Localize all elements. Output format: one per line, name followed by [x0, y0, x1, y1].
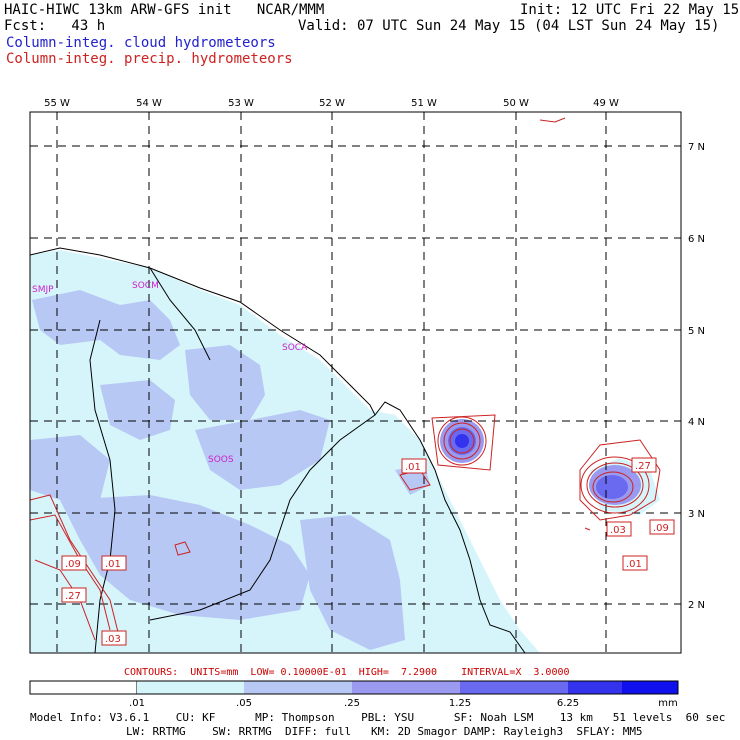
valid-time: Valid: 07 UTC Sun 24 May 15 (04 LST Sun …	[298, 18, 720, 34]
contour-label: .09	[65, 559, 81, 570]
contour-label: .09	[653, 523, 669, 534]
contour-label: .27	[65, 591, 81, 602]
station-label: SOOS	[208, 455, 234, 465]
lon-label: 55 W	[44, 98, 70, 109]
colorbar-tick: 1.25	[449, 698, 471, 709]
contour-label: .03	[610, 525, 626, 536]
colorbar-tick: .25	[344, 698, 360, 709]
lat-label: 7 N	[688, 142, 705, 153]
colorbar-tick: .01	[129, 698, 145, 709]
station-labels: SMJP SOCM SOCA SOOS	[32, 281, 308, 465]
graticule	[30, 112, 681, 653]
colorbar-units: mm	[658, 698, 677, 709]
contour-label: .27	[635, 461, 651, 472]
lon-label: 52 W	[319, 98, 345, 109]
lat-label: 2 N	[688, 600, 705, 611]
lon-label: 53 W	[228, 98, 254, 109]
colorbar-ticks: .01 .05 .25 1.25 6.25 mm	[129, 698, 678, 709]
longitude-labels: 55 W 54 W 53 W 52 W 51 W 50 W 49 W	[44, 98, 619, 109]
lon-label: 51 W	[411, 98, 437, 109]
contour-label: .03	[105, 634, 121, 645]
contour-label: .01	[405, 462, 421, 473]
lon-label: 50 W	[503, 98, 529, 109]
contour-info: CONTOURS: UNITS=mm LOW= 0.10000E-01 HIGH…	[124, 667, 570, 678]
precip-legend: Column-integ. precip. hydrometeors	[6, 51, 293, 67]
title: HAIC-HIWC 13km ARW-GFS init NCAR/MMM	[4, 2, 325, 18]
contour-value-labels: .01 .27 .03 .09 .01 .09 .01 .27 .03	[61, 457, 675, 646]
lat-label: 4 N	[688, 417, 705, 428]
lat-label: 6 N	[688, 234, 705, 245]
lat-label: 3 N	[688, 509, 705, 520]
lon-label: 54 W	[136, 98, 162, 109]
map-frame	[29, 111, 682, 654]
colorbar-tick: 6.25	[557, 698, 579, 709]
init-time: Init: 12 UTC Fri 22 May 15	[520, 2, 740, 18]
contour-label: .01	[105, 559, 121, 570]
model-info-line1: Model Info: V3.6.1 CU: KF MP: Thompson P…	[30, 711, 726, 724]
forecast-hour: Fcst: 43 h	[4, 18, 106, 34]
lon-label: 49 W	[593, 98, 619, 109]
cloud-legend: Column-integ. cloud hydrometeors	[6, 35, 276, 51]
colorbar-tick: .05	[236, 698, 252, 709]
coastline	[30, 247, 526, 653]
station-label: SMJP	[32, 285, 54, 295]
station-label: SOCM	[132, 281, 159, 291]
station-label: SOCA	[282, 343, 308, 353]
latitude-labels: 7 N 6 N 5 N 4 N 3 N 2 N	[688, 142, 705, 611]
colorbar	[29, 680, 679, 695]
contour-label: .01	[626, 559, 642, 570]
lat-label: 5 N	[688, 326, 705, 337]
model-info-line2: LW: RRTMG SW: RRTMG DIFF: full KM: 2D Sm…	[126, 725, 643, 738]
